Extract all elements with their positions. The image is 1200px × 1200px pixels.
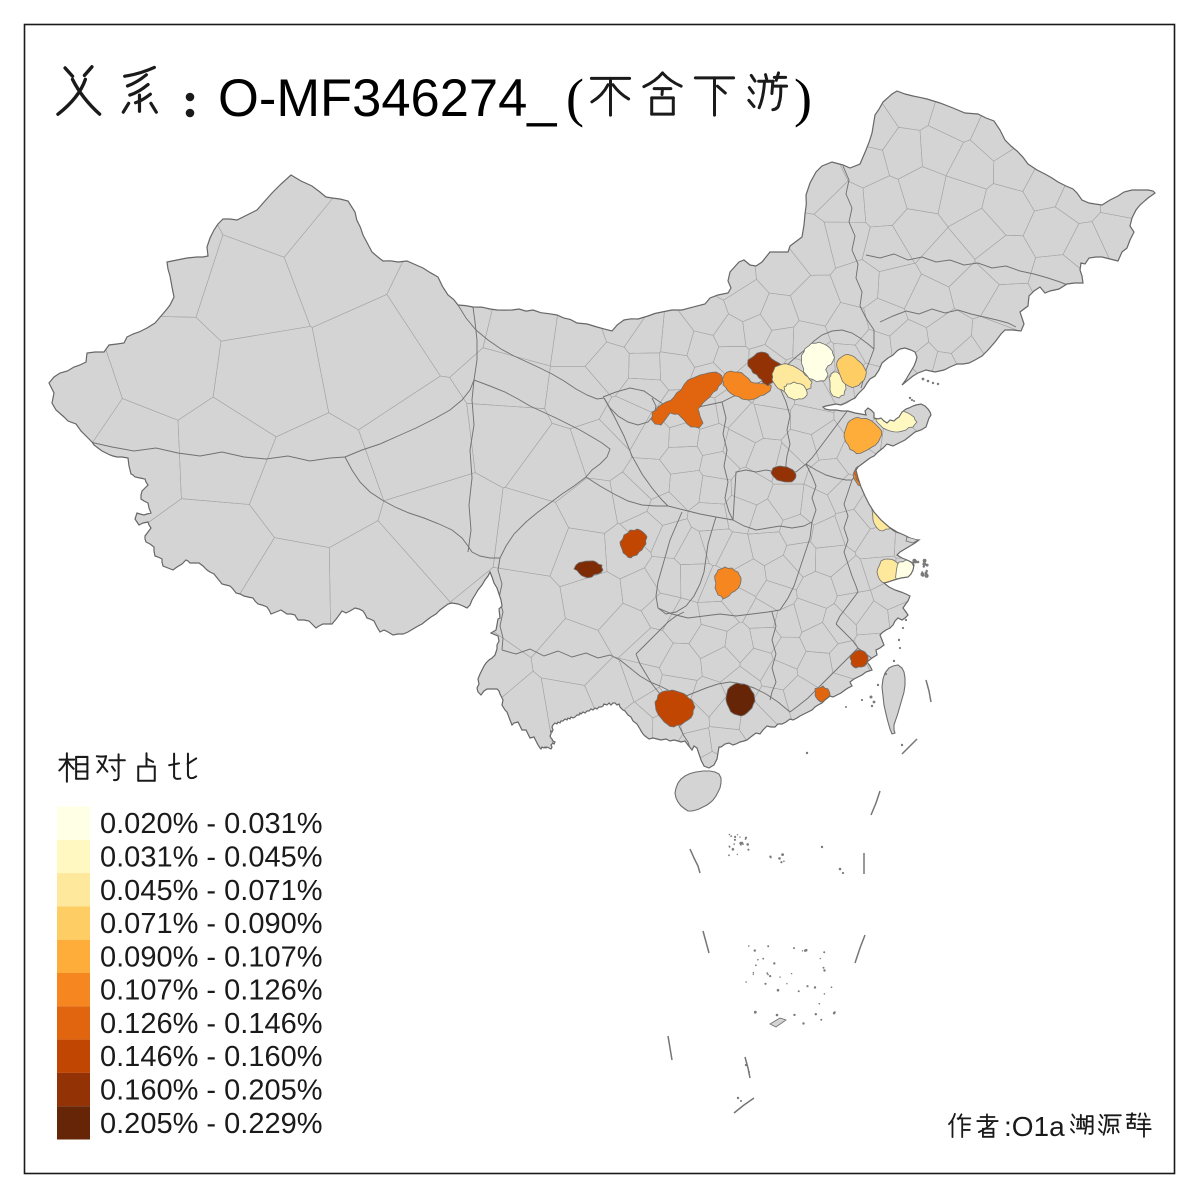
svg-text:0.045% - 0.071%: 0.045% - 0.071% xyxy=(100,875,322,907)
svg-text:0.146% - 0.160%: 0.146% - 0.160% xyxy=(100,1041,322,1073)
svg-text:0.020% - 0.031%: 0.020% - 0.031% xyxy=(100,808,322,840)
svg-text:): ) xyxy=(794,68,812,128)
svg-text::O1a: :O1a xyxy=(1004,1111,1065,1142)
svg-text:(: ( xyxy=(566,68,584,128)
svg-text:O-MF346274_: O-MF346274_ xyxy=(218,69,557,128)
svg-text:0.107% - 0.126%: 0.107% - 0.126% xyxy=(100,975,322,1007)
svg-text:0.160% - 0.205%: 0.160% - 0.205% xyxy=(100,1075,322,1107)
svg-text:0.205% - 0.229%: 0.205% - 0.229% xyxy=(100,1108,322,1140)
svg-text:0.031% - 0.045%: 0.031% - 0.045% xyxy=(100,841,322,873)
svg-text:0.126% - 0.146%: 0.126% - 0.146% xyxy=(100,1008,322,1040)
svg-text:0.071% - 0.090%: 0.071% - 0.090% xyxy=(100,908,322,940)
svg-text:0.090% - 0.107%: 0.090% - 0.107% xyxy=(100,941,322,973)
